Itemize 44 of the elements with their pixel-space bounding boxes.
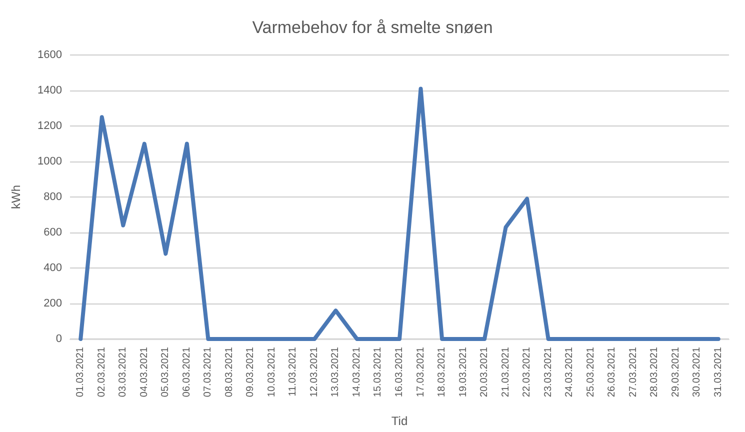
x-tick-label: 03.03.2021 <box>118 346 129 398</box>
x-tick-label: 19.03.2021 <box>458 346 469 398</box>
x-tick-label: 24.03.2021 <box>564 346 576 398</box>
x-tick-label: 27.03.2021 <box>628 346 639 398</box>
x-tick-label: 26.03.2021 <box>606 346 618 398</box>
x-tick-label: 07.03.2021 <box>202 346 214 398</box>
x-tick-label: 21.03.2021 <box>500 346 512 398</box>
y-tick-label: 1200 <box>38 120 62 132</box>
x-tick-label: 02.03.2021 <box>96 346 108 398</box>
x-tick-label: 23.03.2021 <box>542 346 554 398</box>
x-tick-label: 09.03.2021 <box>245 346 256 398</box>
x-tick-label: 14.03.2021 <box>351 346 362 398</box>
x-tick-label: 12.03.2021 <box>308 346 320 398</box>
y-tick-label: 0 <box>56 333 62 345</box>
y-tick-label: 1000 <box>38 156 62 168</box>
chart-title: Varmebehov for å smelte snøen <box>252 18 493 37</box>
x-tick-label: 25.03.2021 <box>585 346 596 398</box>
x-tick-label: 05.03.2021 <box>160 346 172 398</box>
line-series <box>78 86 720 341</box>
x-tick-label: 11.03.2021 <box>288 346 299 396</box>
x-axis-title: Tid <box>391 414 408 428</box>
x-tick-label: 06.03.2021 <box>181 346 192 398</box>
y-tick-label: 400 <box>44 262 62 274</box>
y-tick-label: 600 <box>44 226 62 238</box>
x-tick-label: 13.03.2021 <box>330 346 342 398</box>
x-tick-label: 16.03.2021 <box>394 346 405 398</box>
x-tick-label: 04.03.2021 <box>138 346 150 398</box>
x-tick-label: 10.03.2021 <box>266 346 278 398</box>
x-tick-label: 20.03.2021 <box>479 346 490 398</box>
y-tick-label: 200 <box>44 298 62 310</box>
y-tick-label: 1400 <box>38 84 62 96</box>
x-tick-label: 15.03.2021 <box>372 346 384 398</box>
y-tick-label: 800 <box>44 191 62 203</box>
x-tick-label: 18.03.2021 <box>436 346 448 398</box>
x-tick-label: 29.03.2021 <box>670 346 682 398</box>
y-axis-title: kWh <box>9 185 23 209</box>
x-tick-label: 08.03.2021 <box>224 346 235 398</box>
x-tick-label: 17.03.2021 <box>415 346 426 398</box>
x-tick-label: 28.03.2021 <box>649 346 660 398</box>
x-tick-label: 31.03.2021 <box>712 346 724 398</box>
y-tick-label: 1600 <box>38 49 62 61</box>
x-tick-label: 30.03.2021 <box>692 346 703 398</box>
x-tick-label: 01.03.2021 <box>75 346 86 398</box>
x-tick-label: 22.03.2021 <box>522 346 533 398</box>
